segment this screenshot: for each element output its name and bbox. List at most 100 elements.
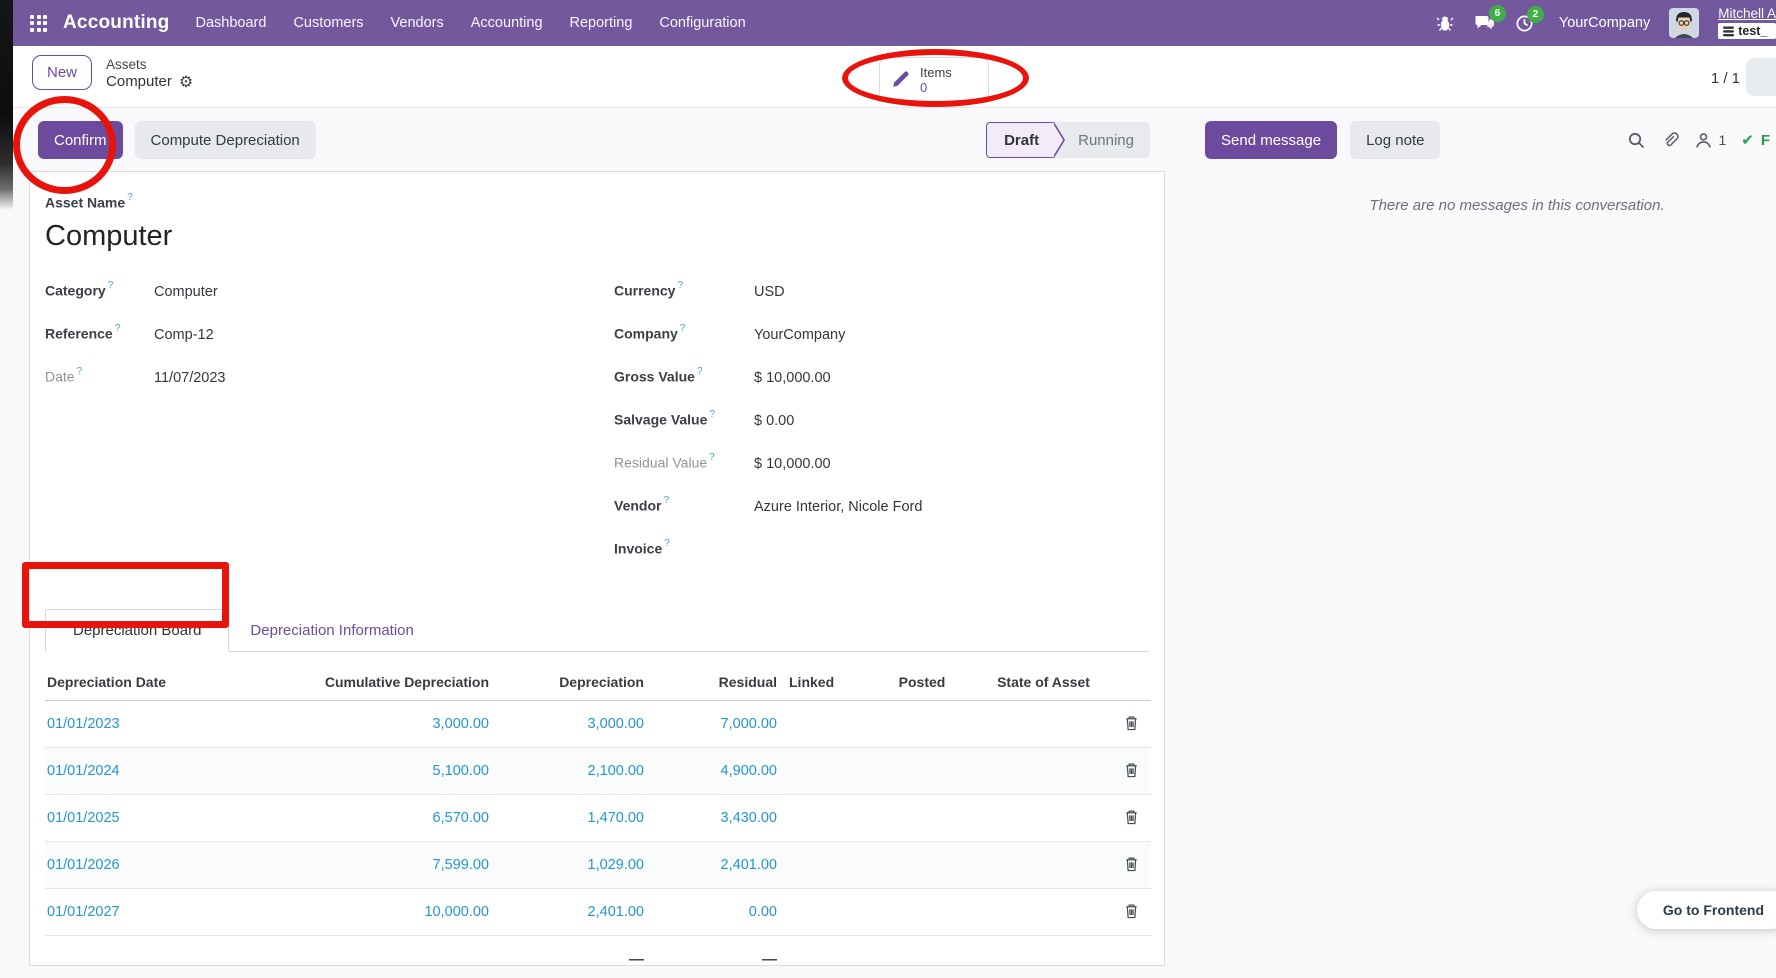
- field-row-company: Company? YourCompany: [614, 323, 1149, 344]
- breadcrumb-current: Computer: [106, 72, 172, 90]
- confirm-button[interactable]: Confirm: [38, 121, 123, 159]
- field-value-company[interactable]: YourCompany: [754, 326, 846, 343]
- cell-cumulative[interactable]: 6,570.00: [270, 794, 495, 843]
- cell-date[interactable]: 01/01/2026: [45, 841, 270, 890]
- following-check-icon[interactable]: ✔: [1741, 131, 1754, 149]
- notebook-tabs: Depreciation Board Depreciation Informat…: [45, 609, 1149, 653]
- followers-icon[interactable]: [1695, 132, 1712, 149]
- attachment-icon[interactable]: [1661, 131, 1680, 150]
- new-button[interactable]: New: [32, 55, 93, 90]
- col-depreciation-date[interactable]: Depreciation Date: [45, 665, 270, 702]
- nav-menu-dashboard[interactable]: Dashboard: [195, 15, 267, 31]
- items-stat-button[interactable]: Items 0: [879, 57, 989, 102]
- log-note-button[interactable]: Log note: [1350, 121, 1441, 159]
- navbar-systray: 6 2 YourCompany Mitchell A test_: [1436, 5, 1776, 39]
- stage-draft[interactable]: Draft: [986, 122, 1066, 158]
- nav-menu-accounting[interactable]: Accounting: [470, 15, 543, 31]
- delete-row-button[interactable]: [1122, 854, 1141, 874]
- followers-count: 1: [1718, 132, 1727, 148]
- col-linked[interactable]: Linked: [783, 665, 868, 702]
- database-badge: test_: [1718, 23, 1776, 39]
- field-value-vendor[interactable]: Azure Interior, Nicole Ford: [754, 498, 923, 515]
- help-icon: ?: [696, 366, 703, 378]
- col-cumulative-depreciation[interactable]: Cumulative Depreciation: [270, 665, 495, 702]
- nav-menu-vendors[interactable]: Vendors: [390, 15, 444, 31]
- field-value-reference[interactable]: Comp-12: [154, 326, 214, 343]
- cell-residual[interactable]: 0.00: [650, 888, 783, 937]
- field-row-vendor: Vendor? Azure Interior, Nicole Ford: [614, 495, 1149, 516]
- table-row: 01/01/2026 7,599.00 1,029.00 2,401.00: [45, 841, 1151, 890]
- apps-menu-icon[interactable]: [30, 14, 47, 32]
- nav-menu-reporting[interactable]: Reporting: [569, 15, 633, 31]
- cell-date[interactable]: 01/01/2023: [45, 700, 270, 749]
- field-row-date: Date? 11/07/2023: [45, 366, 614, 387]
- delete-row-button[interactable]: [1122, 901, 1141, 921]
- breadcrumb-assets[interactable]: Assets: [106, 56, 147, 72]
- field-value-date[interactable]: 11/07/2023: [154, 369, 226, 386]
- col-depreciation[interactable]: Depreciation: [495, 665, 650, 702]
- field-label: Gross Value: [614, 368, 695, 385]
- delete-row-button[interactable]: [1122, 807, 1141, 827]
- cell-date[interactable]: 01/01/2027: [45, 888, 270, 937]
- cell-depreciation[interactable]: 1,470.00: [495, 794, 650, 843]
- table-row: 01/01/2025 6,570.00 1,470.00 3,430.00: [45, 794, 1151, 843]
- status-stages: Draft Running: [986, 122, 1150, 158]
- cell-residual[interactable]: 4,900.00: [650, 747, 783, 796]
- col-posted[interactable]: Posted: [868, 665, 976, 702]
- field-label: Salvage Value: [614, 411, 708, 428]
- cell-cumulative[interactable]: 7,599.00: [270, 841, 495, 890]
- cell-residual[interactable]: 3,430.00: [650, 794, 783, 843]
- activities-icon[interactable]: 2: [1515, 5, 1544, 33]
- user-menu[interactable]: Mitchell A test_: [1718, 7, 1776, 39]
- cell-cumulative[interactable]: 3,000.00: [270, 700, 495, 749]
- top-navbar: Accounting Dashboard Customers Vendors A…: [0, 0, 1776, 46]
- col-state-of-asset[interactable]: State of Asset: [976, 665, 1111, 702]
- nav-menu-configuration[interactable]: Configuration: [659, 15, 746, 31]
- cell-date[interactable]: 01/01/2025: [45, 794, 270, 843]
- help-icon: ?: [76, 366, 83, 378]
- activities-badge: 2: [1526, 5, 1544, 23]
- cell-depreciation[interactable]: 2,100.00: [495, 747, 650, 796]
- cell-cumulative[interactable]: 5,100.00: [270, 747, 495, 796]
- debug-bug-icon[interactable]: [1436, 14, 1454, 33]
- cell-residual[interactable]: 2,401.00: [650, 841, 783, 890]
- settings-gear-icon[interactable]: ⚙: [178, 71, 194, 91]
- following-label[interactable]: F: [1760, 131, 1770, 149]
- cell-cumulative[interactable]: 10,000.00: [270, 888, 495, 937]
- help-icon: ?: [663, 495, 670, 507]
- search-message-icon[interactable]: [1627, 131, 1646, 150]
- app-name[interactable]: Accounting: [63, 12, 170, 33]
- breadcrumb: Assets Computer ⚙: [106, 56, 193, 90]
- cell-depreciation[interactable]: 1,029.00: [495, 841, 650, 890]
- go-to-frontend-button[interactable]: Go to Frontend: [1636, 891, 1776, 929]
- help-icon: ?: [664, 538, 670, 550]
- field-value-category[interactable]: Computer: [154, 283, 218, 300]
- user-avatar[interactable]: [1669, 8, 1700, 38]
- stage-running[interactable]: Running: [1054, 122, 1150, 158]
- asset-name-title[interactable]: Computer: [45, 220, 173, 253]
- delete-row-button[interactable]: [1122, 760, 1141, 780]
- trash-icon: [1125, 763, 1137, 778]
- compute-depreciation-button[interactable]: Compute Depreciation: [134, 121, 316, 159]
- col-residual[interactable]: Residual: [650, 665, 783, 702]
- table-header-row: Depreciation Date Cumulative Depreciatio…: [45, 665, 1151, 702]
- tab-depreciation-information[interactable]: Depreciation Information: [250, 622, 414, 640]
- delete-row-button[interactable]: [1122, 713, 1141, 733]
- help-icon: ?: [709, 409, 715, 421]
- messages-icon[interactable]: 6: [1473, 5, 1506, 33]
- field-label: Invoice: [614, 540, 663, 557]
- cell-date[interactable]: 01/01/2024: [45, 747, 270, 796]
- user-name[interactable]: Mitchell A: [1718, 6, 1776, 21]
- pager-nav-stub[interactable]: [1746, 58, 1776, 96]
- nav-menu-customers[interactable]: Customers: [293, 15, 364, 31]
- field-value-salvage[interactable]: $ 0.00: [754, 412, 795, 429]
- field-value-currency[interactable]: USD: [754, 283, 785, 300]
- company-switcher[interactable]: YourCompany: [1558, 15, 1651, 31]
- cell-residual[interactable]: 7,000.00: [650, 700, 783, 749]
- cell-depreciation[interactable]: 3,000.00: [495, 700, 650, 749]
- field-value-gross[interactable]: $ 10,000.00: [754, 369, 831, 386]
- cell-depreciation[interactable]: 2,401.00: [495, 888, 650, 937]
- tab-depreciation-board[interactable]: Depreciation Board: [45, 609, 230, 653]
- empty-conversation-text: There are no messages in this conversati…: [1369, 197, 1665, 214]
- send-message-button[interactable]: Send message: [1205, 121, 1338, 159]
